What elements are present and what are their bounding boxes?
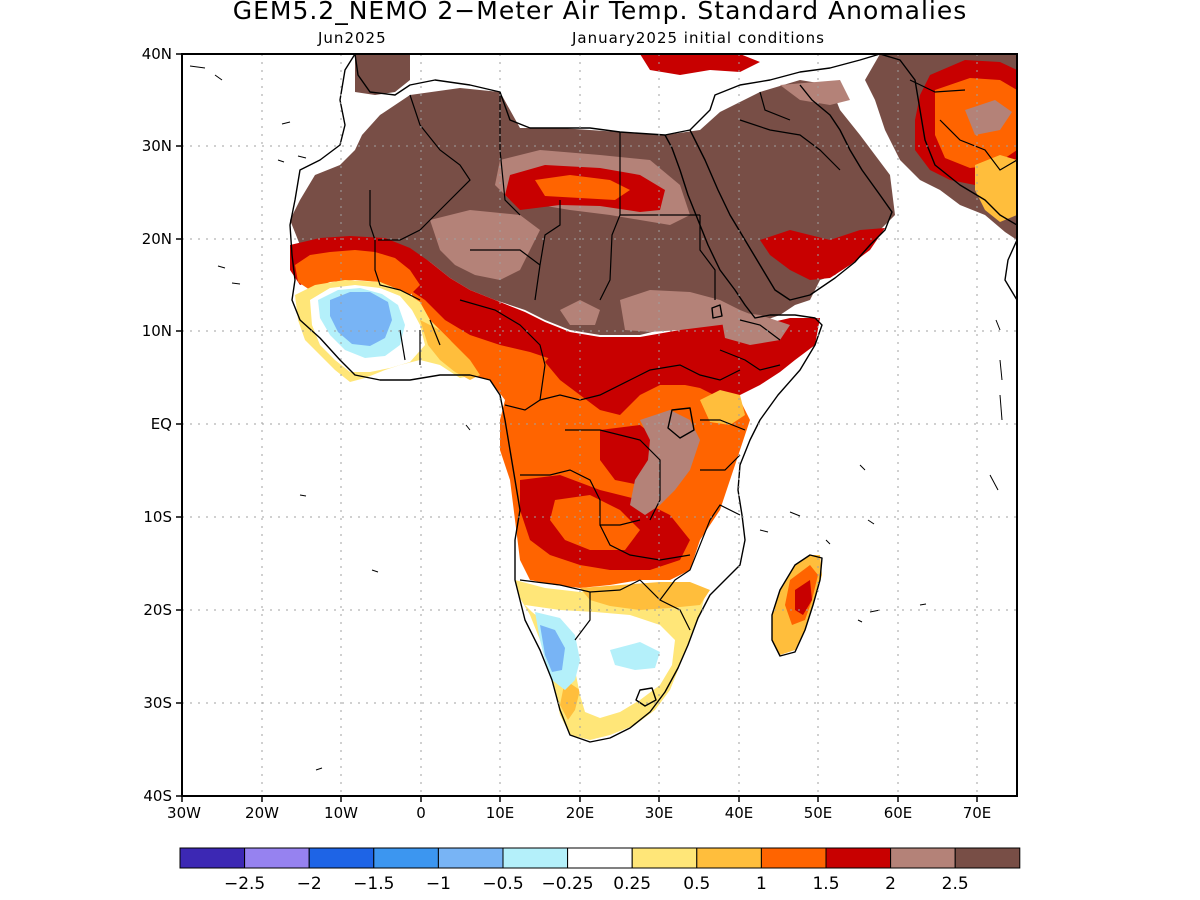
lat-label: 30S [143,694,172,712]
colorbar-label: 2 [885,874,896,894]
lon-label: 10E [486,804,515,822]
lon-label: 20E [566,804,595,822]
map-title: GEM5.2_NEMO 2−Meter Air Temp. Standard A… [232,0,968,25]
anomaly-region-ethiopia-light [720,310,790,345]
anomaly-region-kenya-yellow [700,390,745,425]
colorbar-label: −2.5 [224,874,265,894]
colorbar: −2.5 −2 −1.5 −1 −0.5 −0.25 0.25 0.5 1 1.5 2 2.5 [179,847,1021,894]
coastlines [289,54,1017,743]
anomaly-region-south-orange [560,582,710,720]
colorbar-label: 0.25 [613,874,651,894]
colorbar-label: −0.25 [542,874,594,894]
colorbar-swatch [373,847,439,869]
lon-label: 10W [324,804,358,822]
colorbar-swatch [244,847,310,869]
anomaly-region-westafrica-orange-coast [420,320,480,380]
lon-label: 70E [963,804,992,822]
anomaly-region-madagascar-red [795,580,812,615]
gridlines [182,54,1017,796]
axis-ticks [176,53,978,802]
anomaly-region-sahel-orange-west [295,250,420,295]
colorbar-label: −1 [426,874,451,894]
lon-label: 30E [645,804,674,822]
longitude-labels: 30W 20W 10W 0 10E 20E 30E 40E 50E 60E 70… [167,804,991,822]
anomaly-region-south-blue [540,625,565,672]
anomaly-region-arabia-coast-light [780,80,850,105]
anomaly-region-south-cyan [535,612,660,690]
colorbar-label: 0.5 [683,874,710,894]
lat-label: EQ [151,415,172,433]
lon-label: 40E [725,804,754,822]
anomaly-region-libya-orange [535,175,630,200]
lat-label: 40S [143,787,172,805]
colorbar-label: −0.5 [482,874,523,894]
anomaly-region-sudan-light [560,290,760,335]
colorbar-swatch [825,847,892,869]
colorbar-swatch [308,847,375,869]
colorbar-swatch [760,847,827,869]
map-frame [181,53,1018,797]
islands [189,65,1003,771]
anomaly-region-angola-orange [550,495,640,550]
colorbar-swatch [502,847,569,869]
colorbar-label: 1.5 [812,874,839,894]
anomaly-region-north-coast [640,54,760,75]
colorbar-swatch [631,847,698,869]
colorbar-swatch [696,847,762,869]
colorbar-label: −1.5 [353,874,394,894]
colorbar-label: 1 [756,874,767,894]
forecast-month: Jun2025 [318,29,387,47]
colorbar-label: −2 [297,874,322,894]
colorbar-swatch [179,847,246,869]
lat-label: 40N [142,45,172,63]
country-borders [369,79,1017,641]
anomaly-region-congo-red [545,340,700,415]
lon-label: 20W [245,804,279,822]
anomaly-region-pakistan-yellow [975,155,1017,222]
latitude-labels: 40N 30N 20N 10N EQ 10S 20S 30S 40S [142,45,172,805]
initial-conditions: January2025 initial conditions [572,29,825,47]
anomaly-region-westafrica-blue [330,292,392,346]
colorbar-swatch [890,847,956,869]
lat-label: 30N [142,137,172,155]
lon-label: 30W [167,804,201,822]
lat-label: 20S [143,601,172,619]
colorbar-swatch [567,847,633,869]
colorbar-swatch [437,847,504,869]
colorbar-swatch [954,847,1021,869]
lon-label: 50E [804,804,833,822]
lat-label: 10S [143,508,172,526]
lat-label: 20N [142,230,172,248]
lon-label: 60E [884,804,913,822]
colorbar-label: 2.5 [942,874,969,894]
anomaly-region-sahel-red-gulf [760,228,885,280]
lon-label: 0 [416,804,426,822]
map-field [182,54,1017,796]
lat-label: 10N [142,322,172,340]
